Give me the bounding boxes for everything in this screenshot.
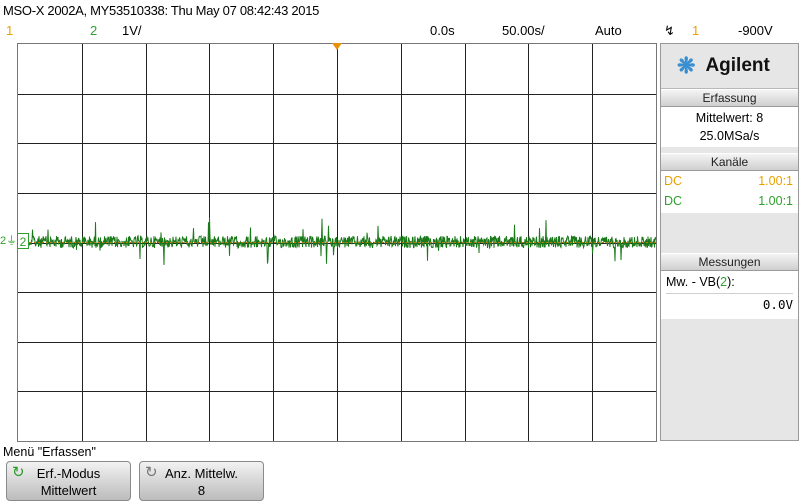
channel-2-coupling: DC <box>664 194 683 208</box>
acquisition-header: Erfassung <box>661 89 798 107</box>
trigger-edge-icon: ↯ <box>664 23 675 38</box>
trigger-position-marker <box>332 43 342 50</box>
channel-2-trace <box>18 217 656 266</box>
menu-title: Menü "Erfassen" <box>3 445 96 459</box>
channel-1-coupling: DC <box>664 174 683 188</box>
status-bar: 1 2 1V/ 0.0s 50.00s/ Auto ↯ 1 -900V <box>0 22 800 42</box>
logo-text: Agilent <box>705 55 770 76</box>
measurement-value: 0.0V <box>666 293 793 314</box>
channel-1-row[interactable]: DC 1.00:1 <box>661 171 798 191</box>
trigger-mode: Auto <box>595 23 622 38</box>
measurements-section[interactable]: Messungen Mw. - VB(2): 0.0V <box>661 253 798 319</box>
channel-2-marker[interactable]: 2 <box>17 233 29 249</box>
acquisition-section[interactable]: Erfassung Mittelwert: 8 25.0MSa/s <box>661 89 798 147</box>
trigger-source: 1 <box>692 23 700 38</box>
sample-rate: 25.0MSa/s <box>699 129 760 143</box>
acquisition-mode-softkey[interactable]: ↻ Erf.-Modus Mittelwert <box>6 461 131 501</box>
waveform-display[interactable] <box>17 43 657 442</box>
channels-section[interactable]: Kanäle DC 1.00:1 DC 1.00:1 <box>661 153 798 213</box>
average-count-softkey[interactable]: ↻ Anz. Mittelw. 8 <box>139 461 264 501</box>
measurement-label: Mw. - VB(2): <box>666 275 735 289</box>
ground-icon: 2⏚ <box>0 235 18 247</box>
softkey-value: Mittelwert <box>40 483 97 498</box>
channel-2-row[interactable]: DC 1.00:1 <box>661 191 798 211</box>
channel-2-scale: 1V/ <box>122 23 142 38</box>
channels-header: Kanäle <box>661 153 798 171</box>
channel-2-indicator[interactable]: 2 <box>90 23 98 38</box>
channel-1-indicator[interactable]: 1 <box>6 23 14 38</box>
measurements-header: Messungen <box>661 253 798 271</box>
waveform-grid <box>18 44 656 441</box>
softkey-label: Anz. Mittelw. <box>165 466 238 481</box>
time-scale: 50.00s/ <box>502 23 545 38</box>
rotate-knob-icon: ↻ <box>145 464 158 481</box>
acquisition-mode: Mittelwert: 8 <box>695 111 764 125</box>
time-offset: 0.0s <box>430 23 455 38</box>
channel-2-probe: 1.00:1 <box>758 194 793 208</box>
agilent-logo: ❋ Agilent <box>661 44 798 89</box>
rotate-knob-icon: ↻ <box>12 464 25 481</box>
softkey-label: Erf.-Modus <box>36 466 101 481</box>
window-title: MSO-X 2002A, MY53510338: Thu May 07 08:4… <box>3 3 320 18</box>
trigger-level: -900V <box>738 23 773 38</box>
agilent-spark-icon: ❋ <box>677 53 696 78</box>
channel-1-probe: 1.00:1 <box>758 174 793 188</box>
side-panel: ❋ Agilent Erfassung Mittelwert: 8 25.0MS… <box>660 43 799 441</box>
softkey-value: 8 <box>197 483 206 498</box>
